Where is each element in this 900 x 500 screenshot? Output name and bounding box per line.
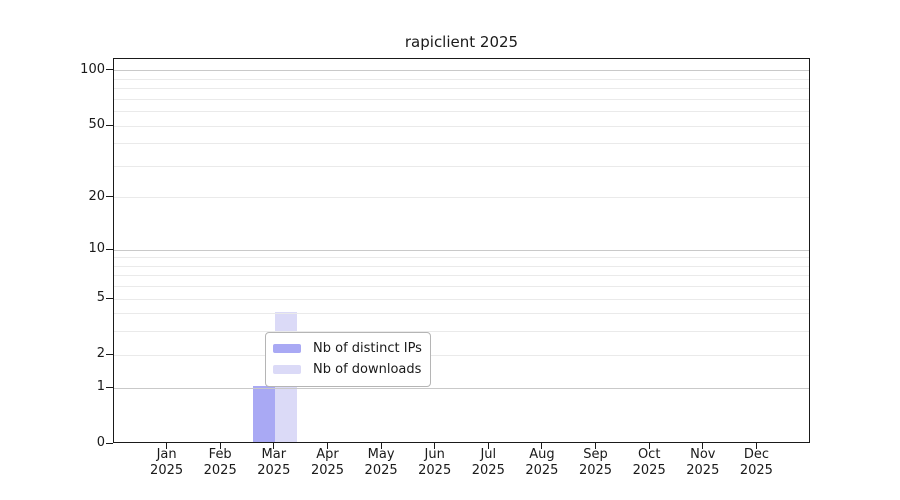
- x-axis-tick: [327, 443, 328, 449]
- gridline-minor: [114, 98, 809, 100]
- legend-entry-distinct-ips: Nb of distinct IPs: [273, 338, 422, 359]
- x-axis-tick: [702, 443, 704, 449]
- gridline-major: [114, 70, 809, 72]
- y-axis-tick-label: 0: [96, 435, 105, 450]
- y-axis-tick-label: 20: [88, 188, 105, 204]
- x-axis-tick-label: Feb 2025: [203, 447, 237, 478]
- x-axis-tick-label: Sep 2025: [578, 447, 613, 478]
- x-axis-tick: [648, 443, 650, 449]
- y-axis-tick: [106, 196, 113, 198]
- x-axis-tick-label: Jan 2025: [150, 447, 184, 478]
- gridline-major: [114, 387, 809, 389]
- y-axis-tick-label: 50: [88, 117, 105, 133]
- bar-nb-of-distinct-ips-mar: [252, 386, 275, 442]
- gridline-minor: [114, 143, 809, 145]
- gridline-minor: [114, 275, 809, 277]
- gridline-minor: [114, 197, 809, 199]
- gridline-minor: [114, 298, 809, 300]
- x-axis-tick: [219, 443, 221, 449]
- y-axis-tick-label: 1: [96, 379, 105, 394]
- y-axis-tick: [106, 442, 113, 444]
- x-axis-tick: [487, 443, 489, 449]
- gridline-minor: [114, 354, 809, 356]
- x-axis-tick: [541, 443, 543, 449]
- gridline-minor: [114, 331, 809, 333]
- x-axis-tick-label: Oct 2025: [632, 447, 666, 478]
- x-axis-tick-label: Nov 2025: [686, 447, 720, 478]
- plot-area: [113, 58, 810, 443]
- gridline-minor: [114, 125, 809, 127]
- x-axis-tick-label: Mar 2025: [257, 447, 291, 478]
- x-axis-tick-label: Apr 2025: [310, 447, 345, 478]
- x-axis-tick: [755, 443, 757, 449]
- gridline-minor: [114, 78, 809, 80]
- x-axis-tick-label: Jul 2025: [471, 447, 505, 478]
- x-axis-tick-label: May 2025: [364, 447, 398, 478]
- x-axis-tick: [380, 443, 382, 449]
- x-axis-tick: [434, 443, 436, 449]
- chart-title: rapiclient 2025: [404, 33, 519, 51]
- legend-label-distinct-ips: Nb of distinct IPs: [313, 341, 422, 356]
- gridline-minor: [114, 265, 809, 267]
- y-axis-tick-label: 2: [96, 346, 105, 362]
- gridline-major: [114, 249, 809, 251]
- legend-swatch-distinct-ips-icon: [273, 344, 301, 353]
- x-axis-tick-label: Jun 2025: [418, 447, 452, 478]
- x-axis-tick-label: Dec 2025: [739, 447, 773, 478]
- gridline-minor: [114, 88, 809, 90]
- legend-swatch-downloads-icon: [273, 365, 301, 374]
- x-axis-tick: [595, 443, 596, 449]
- y-axis-tick: [106, 248, 113, 250]
- gridline-minor: [114, 286, 809, 288]
- legend-entry-downloads: Nb of downloads: [273, 359, 422, 380]
- y-axis-tick: [106, 69, 113, 71]
- gridline-minor: [114, 313, 809, 315]
- y-axis-tick-label: 5: [96, 290, 105, 306]
- x-axis-tick-label: Aug 2025: [525, 447, 559, 478]
- x-axis-tick: [273, 443, 275, 449]
- legend: Nb of distinct IPs Nb of downloads: [265, 332, 431, 387]
- gridline-minor: [114, 111, 809, 113]
- y-axis-tick: [106, 353, 113, 355]
- y-axis-tick-label: 100: [80, 61, 105, 77]
- y-axis-tick: [106, 124, 113, 126]
- gridline-minor: [114, 165, 809, 167]
- legend-label-downloads: Nb of downloads: [313, 362, 422, 377]
- y-axis-tick-label: 10: [88, 241, 105, 257]
- y-axis-tick: [106, 297, 113, 299]
- gridline-minor: [114, 257, 809, 259]
- x-axis-tick: [166, 443, 168, 449]
- y-axis-tick: [106, 386, 113, 388]
